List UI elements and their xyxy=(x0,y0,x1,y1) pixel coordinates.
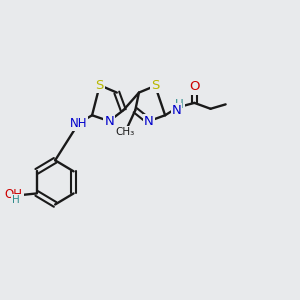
Text: NH: NH xyxy=(70,117,87,130)
Text: S: S xyxy=(151,79,159,92)
Text: O: O xyxy=(189,80,200,94)
Text: N: N xyxy=(144,115,154,128)
Text: S: S xyxy=(96,79,104,92)
Text: OH: OH xyxy=(4,188,22,201)
Text: N: N xyxy=(104,115,114,128)
Text: N: N xyxy=(172,104,181,117)
Text: CH₃: CH₃ xyxy=(116,127,135,137)
Text: H: H xyxy=(12,195,20,205)
Text: H: H xyxy=(175,98,184,111)
